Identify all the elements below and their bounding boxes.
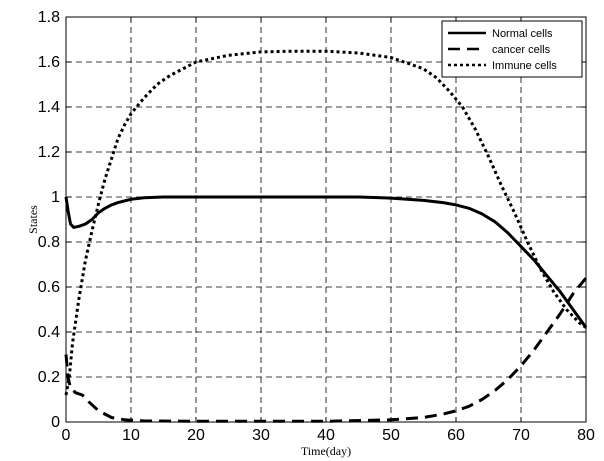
x-tick-label: 40 bbox=[317, 427, 335, 444]
x-tick-label: 50 bbox=[382, 427, 400, 444]
y-tick-label: 0.8 bbox=[38, 234, 60, 251]
x-tick-label: 20 bbox=[187, 427, 205, 444]
axis-ticks bbox=[65, 16, 587, 423]
y-tick-label: 0.2 bbox=[38, 369, 60, 386]
x-tick-label: 30 bbox=[252, 427, 270, 444]
y-tick-label: 1.8 bbox=[38, 9, 60, 26]
x-axis-label: Time(day) bbox=[301, 444, 351, 458]
series-line-2 bbox=[64, 49, 587, 396]
y-tick-label: 0 bbox=[51, 414, 60, 431]
legend-box bbox=[441, 20, 583, 78]
grid bbox=[66, 17, 586, 422]
y-tick-label: 0.4 bbox=[38, 324, 60, 341]
x-tick-label: 70 bbox=[512, 427, 530, 444]
legend: Normal cells cancer cells Immune cells bbox=[441, 20, 583, 78]
series-line-0 bbox=[64, 195, 588, 329]
legend-label-1: cancer cells bbox=[492, 44, 551, 56]
x-tick-label: 10 bbox=[122, 427, 140, 444]
y-tick-label: 0.6 bbox=[38, 279, 60, 296]
y-tick-label: 1.6 bbox=[38, 54, 60, 71]
y-tick-label: 1.2 bbox=[38, 144, 60, 161]
y-tick-label: 1 bbox=[51, 189, 60, 206]
x-tick-label: 80 bbox=[577, 427, 595, 444]
x-tick-label: 60 bbox=[447, 427, 465, 444]
y-axis-label: States bbox=[26, 205, 40, 234]
y-tick-label: 1.4 bbox=[38, 99, 60, 116]
legend-label-2: Immune cells bbox=[492, 60, 557, 72]
x-tick-label: 0 bbox=[62, 427, 71, 444]
legend-label-0: Normal cells bbox=[492, 28, 553, 40]
tick-labels: 0 10 20 30 40 50 60 70 80 0 0.2 0.4 0.6 0.8 1 1.2 1.4 1.6… bbox=[38, 9, 595, 444]
